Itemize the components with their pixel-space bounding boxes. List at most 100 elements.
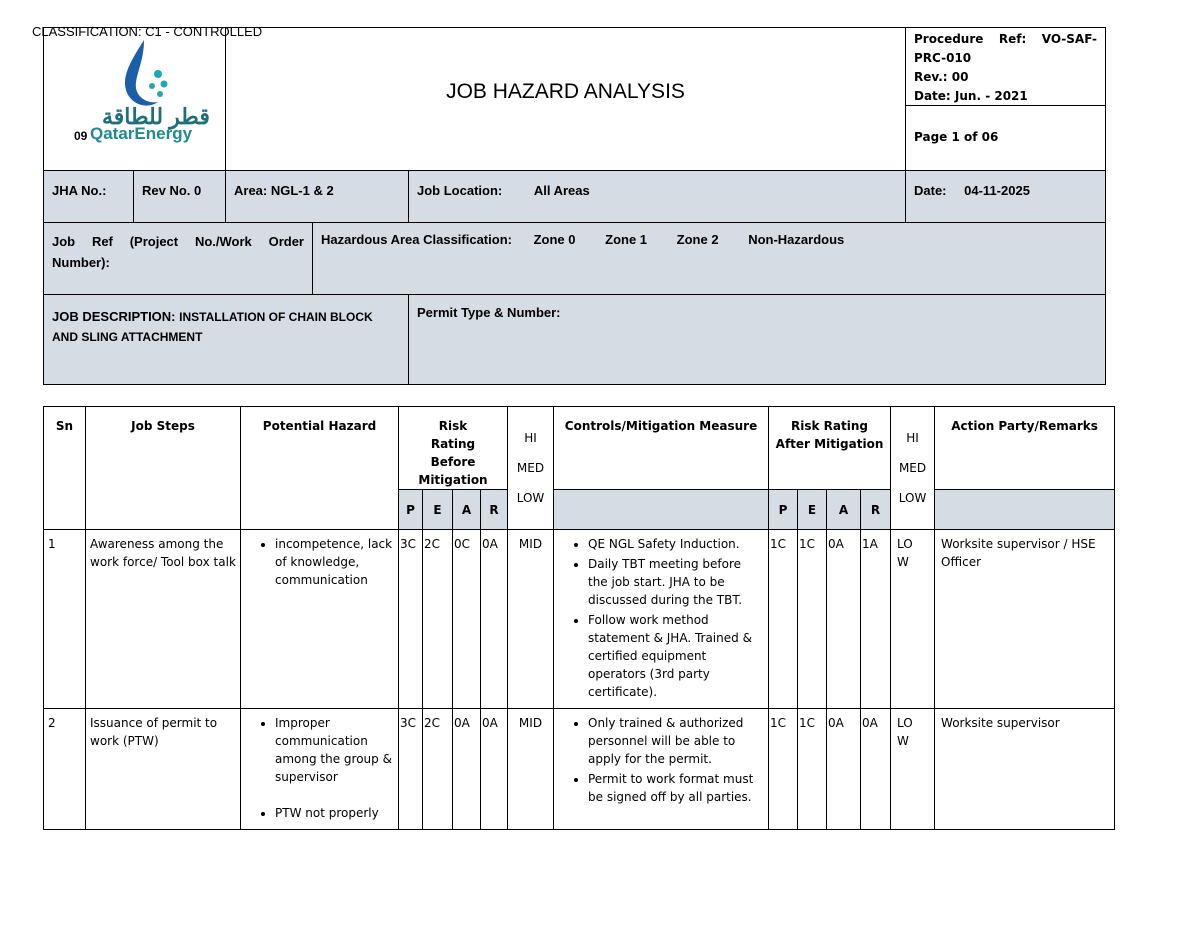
level-label: LOW [516,491,545,505]
controls: Only trained & authorized personnel will… [553,708,769,830]
risk-before: 3C [398,708,423,830]
hazard: Improper communication among the group &… [275,714,394,786]
risk-after: 1C [768,708,798,830]
risk-after: 0A [826,708,861,830]
logo-drop [124,40,168,106]
logo-arabic: قطر للطاقة [102,104,210,129]
hazard-list: Improper communication among the group &… [245,714,394,822]
job-step: Awareness among the work force/ Tool box… [85,529,241,709]
procedure-ref: Procedure Ref: VO-SAF-PRC-010 [914,32,1097,65]
logo-name: QatarEnergy [90,124,193,143]
zone: Zone 2 [676,232,719,247]
zone: Zone 1 [605,232,648,247]
level-label: MED [516,461,545,475]
empty-cell [934,489,1116,530]
header-sn: Sn [43,406,86,530]
header-risk-before: Risk Rating Before Mitigation [398,406,508,490]
pear-header: P [768,489,798,530]
header-job-steps: Job Steps [85,406,241,530]
level-label: HI [524,431,537,445]
risk-level: MID [507,708,554,830]
risk-before: 0A [452,708,481,830]
control-list: QE NGL Safety Induction. Daily TBT meetin… [558,535,764,701]
risk-before: 0A [480,529,508,709]
risk-before: 2C [422,529,453,709]
control: Daily TBT meeting before the job start. … [588,555,764,609]
job-description-cell: JOB DESCRIPTION: INSTALLATION OF CHAIN B… [43,294,409,385]
after-level-cell: LOW [890,529,936,709]
control: Only trained & authorized personnel will… [588,714,764,768]
job-ref: Job Ref (Project No./Work Order Number): [43,222,313,295]
date-cell: Date: 04-11-2025 [905,170,1106,223]
risk-before: 2C [422,708,453,830]
date: 04-11-2025 [964,183,1030,198]
hazardous-area: Hazardous Area Classification: Zone 0 Zo… [312,222,1106,295]
risk-level-after: LOW [897,537,913,569]
rev: Rev.: 00 [914,70,969,84]
risk-before: 3C [398,529,423,709]
hazard: incompetence, lack of knowledge, communi… [275,535,394,589]
header-risk-after: Risk Rating After Mitigation [767,406,892,490]
level-label: HI [906,431,919,445]
table-row: 1 Awareness among the work force/ Tool bo… [43,529,1116,709]
risk-after: 1C [768,529,798,709]
control-list: Only trained & authorized personnel will… [558,714,764,806]
hazard: PTW not properly [275,804,394,822]
hazard-table: Sn Job Steps Potential Hazard Risk Ratin… [43,406,1116,830]
pear-header: R [859,489,892,530]
action-party: Worksite supervisor / HSE Officer [934,529,1116,709]
pear-header: A [826,489,861,530]
risk-before: 0A [480,708,508,830]
doc-date: Date: Jun. - 2021 [914,89,1028,103]
control: Follow work method statement & JHA. Trai… [588,611,764,701]
title: JOB HAZARD ANALYSIS [225,27,906,171]
sn: 1 [43,529,86,709]
header-hazard: Potential Hazard [240,406,399,530]
job-step: Issuance of permit to work (PTW) [85,708,241,830]
date-label: Date: [914,183,947,198]
control: QE NGL Safety Induction. [588,535,764,553]
empty-cell [553,489,769,530]
job-location-label: Job Location: [417,183,503,198]
zone: Zone 0 [533,232,576,247]
hazardous-area-label: Hazardous Area Classification: [321,232,512,247]
risk-after: 1C [797,529,827,709]
control: Permit to work format must be signed off… [588,770,764,806]
header-level-after: HI MED LOW [890,406,936,530]
area: Area: NGL-1 & 2 [225,170,409,223]
header-action: Action Party/Remarks [934,406,1116,490]
hazards: Improper communication among the group &… [240,708,399,830]
action-party: Worksite supervisor [934,708,1116,830]
jha-no: JHA No.: [43,170,134,223]
job-description-label: JOB DESCRIPTION: [52,309,176,324]
doc-meta: Procedure Ref: VO-SAF-PRC-010 Rev.: 00 D… [905,27,1106,106]
level-label: LOW [898,491,927,505]
sn: 2 [43,708,86,830]
level-label: MED [898,461,927,475]
hazards: incompetence, lack of knowledge, communi… [240,529,399,709]
risk-level: MID [507,529,554,709]
pear-header: E [422,489,453,530]
permit: Permit Type & Number: [408,294,1106,385]
risk-after: 1C [797,708,827,830]
job-description: INSTALLATION OF CHAIN BLOCK AND SLING AT… [52,310,373,344]
logo-cell: قطر للطاقة 09 QatarEnergy [43,27,226,171]
after-level-cell: LOW [890,708,936,830]
hazard-list: incompetence, lack of knowledge, communi… [245,535,394,589]
risk-before: 0C [452,529,481,709]
controls: QE NGL Safety Induction. Daily TBT meetin… [553,529,769,709]
zone: Non-Hazardous [748,232,845,247]
pear-header: R [480,489,508,530]
pear-header: E [797,489,827,530]
logo-number: 09 [74,129,88,143]
risk-after: 0A [826,529,861,709]
job-location-cell: Job Location: All Areas [408,170,906,223]
header-controls: Controls/Mitigation Measure [553,406,769,490]
risk-after: 1A [859,529,892,709]
risk-level-after: LOW [897,716,913,748]
page-number: Page 1 of 06 [905,105,1106,171]
header-level-before: HI MED LOW [507,406,554,530]
rev-no: Rev No. 0 [133,170,226,223]
